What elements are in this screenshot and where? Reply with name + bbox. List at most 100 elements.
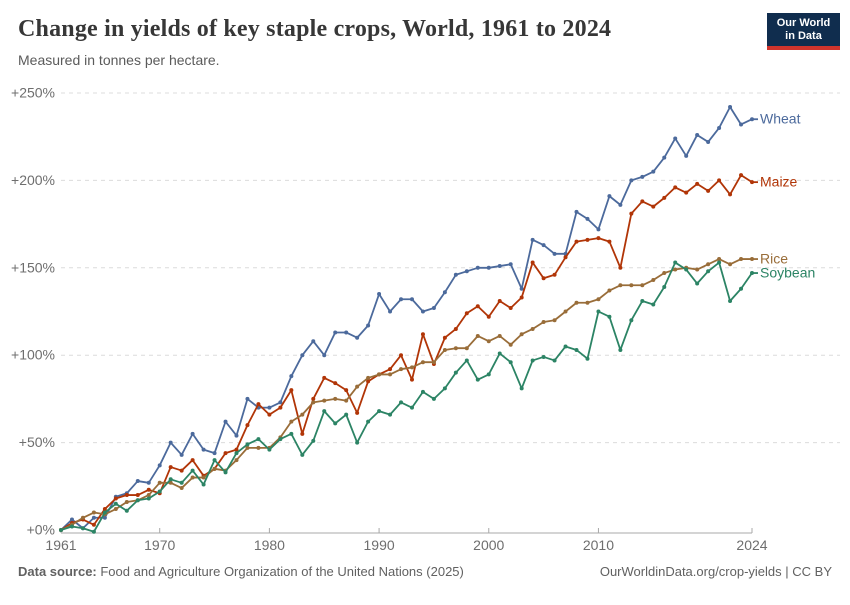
data-point <box>508 342 513 347</box>
data-point <box>728 104 733 109</box>
data-point <box>377 292 382 297</box>
series-label: Maize <box>760 174 798 190</box>
data-point <box>442 386 447 391</box>
data-point <box>508 262 513 267</box>
data-point <box>409 365 414 370</box>
data-point <box>409 405 414 410</box>
data-point <box>355 410 360 415</box>
data-point <box>717 257 722 262</box>
data-point <box>618 283 623 288</box>
data-point <box>179 486 184 491</box>
data-point <box>508 360 513 365</box>
data-point <box>530 326 535 331</box>
data-point <box>706 269 711 274</box>
data-point <box>388 309 393 314</box>
data-point <box>333 396 338 401</box>
data-point <box>234 447 239 452</box>
data-point <box>212 458 217 463</box>
data-point <box>201 482 206 487</box>
data-point <box>629 178 634 183</box>
data-point <box>728 299 733 304</box>
x-tick-label: 2000 <box>473 537 504 553</box>
data-point <box>552 358 557 363</box>
data-point <box>684 153 689 158</box>
y-tick-label: +250% <box>11 85 55 101</box>
data-point <box>596 297 601 302</box>
series-label: Soybean <box>760 265 815 281</box>
data-point <box>267 405 272 410</box>
data-point <box>673 136 678 141</box>
data-point <box>223 451 228 456</box>
data-point <box>69 524 74 529</box>
data-point <box>497 351 502 356</box>
data-point <box>596 227 601 232</box>
data-point <box>728 192 733 197</box>
data-point <box>519 295 524 300</box>
data-point <box>640 283 645 288</box>
data-point <box>333 330 338 335</box>
data-point <box>366 375 371 380</box>
data-point <box>695 132 700 137</box>
data-point <box>695 181 700 186</box>
data-point <box>113 496 118 501</box>
data-point <box>728 262 733 267</box>
chart-subtitle: Measured in tonnes per hectare. <box>18 52 220 68</box>
data-point <box>541 354 546 359</box>
series-line <box>60 174 753 531</box>
x-tick-label: 1980 <box>254 537 285 553</box>
page-title: Change in yields of key staple crops, Wo… <box>18 16 612 42</box>
data-point <box>442 347 447 352</box>
owid-logo[interactable]: Our World in Data <box>767 13 840 50</box>
data-point <box>574 347 579 352</box>
owid-logo-box: Our World in Data <box>767 13 840 46</box>
data-point <box>113 507 118 512</box>
data-point <box>190 431 195 436</box>
data-point <box>102 507 107 512</box>
data-point <box>497 264 502 269</box>
data-point <box>739 286 744 291</box>
data-point <box>80 526 85 531</box>
data-point <box>475 377 480 382</box>
series-soybean: Soybean <box>59 260 815 534</box>
x-tick-label: 1961 <box>45 537 76 553</box>
y-tick-label: +150% <box>11 259 55 275</box>
data-point <box>355 384 360 389</box>
data-point <box>256 437 261 442</box>
data-point <box>618 265 623 270</box>
data-point <box>256 402 261 407</box>
data-point <box>300 412 305 417</box>
data-point <box>69 517 74 522</box>
data-point <box>135 493 140 498</box>
data-point <box>157 463 162 468</box>
data-point <box>124 493 129 498</box>
data-point <box>333 381 338 386</box>
data-point <box>607 314 612 319</box>
data-point <box>662 285 667 290</box>
data-point <box>739 122 744 127</box>
data-point <box>146 496 151 501</box>
data-point <box>201 475 206 480</box>
data-point <box>431 396 436 401</box>
data-point <box>344 398 349 403</box>
data-point <box>311 438 316 443</box>
data-point <box>377 372 382 377</box>
y-tick-label: +100% <box>11 347 55 363</box>
data-point <box>113 501 118 506</box>
owid-logo-line1: Our World <box>776 16 831 29</box>
series-markers <box>59 104 754 532</box>
data-point <box>662 271 667 276</box>
data-point <box>475 265 480 270</box>
data-point <box>278 400 283 405</box>
data-point <box>245 445 250 450</box>
data-point <box>322 409 327 414</box>
data-point <box>706 262 711 267</box>
data-point <box>355 440 360 445</box>
data-point <box>607 288 612 293</box>
data-point <box>168 480 173 485</box>
data-point <box>607 239 612 244</box>
data-point <box>124 500 129 505</box>
data-point <box>388 412 393 417</box>
data-point <box>717 178 722 183</box>
data-point <box>168 477 173 482</box>
data-point <box>475 304 480 309</box>
